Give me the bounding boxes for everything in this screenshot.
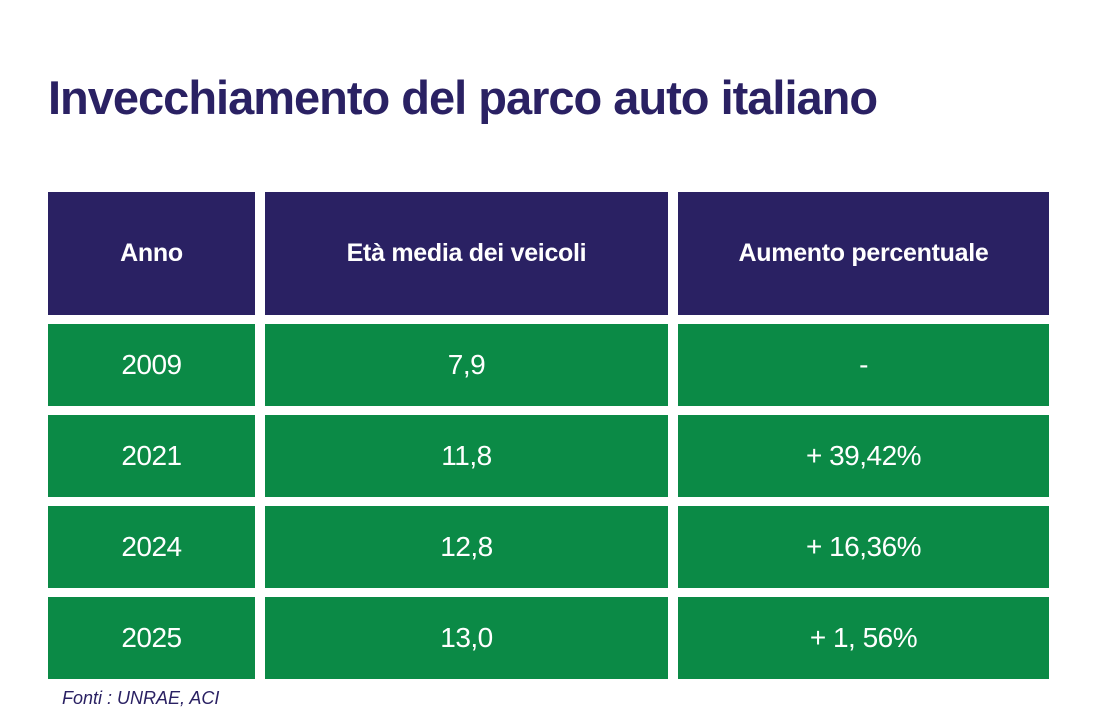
column-header-aumento-percentuale: Aumento percentuale <box>678 192 1049 315</box>
column-header-anno: Anno <box>48 192 255 315</box>
table-cell-age-2009: 7,9 <box>265 324 668 406</box>
page-title: Invecchiamento del parco auto italiano <box>48 71 878 124</box>
table-cell-age-2021: 11,8 <box>265 415 668 497</box>
table-cell-increase-2021: + 39,42% <box>678 415 1049 497</box>
table-cell-year-2024: 2024 <box>48 506 255 588</box>
table-cell-year-2009: 2009 <box>48 324 255 406</box>
sources-note: Fonti : UNRAE, ACI <box>62 688 220 708</box>
table-cell-age-2024: 12,8 <box>265 506 668 588</box>
table-cell-increase-2024: + 16,36% <box>678 506 1049 588</box>
table-cell-age-2025: 13,0 <box>265 597 668 679</box>
table-cell-increase-2009: - <box>678 324 1049 406</box>
column-header-eta-media: Età media dei veicoli <box>265 192 668 315</box>
vehicle-age-table: Anno Età media dei veicoli Aumento perce… <box>48 192 1049 679</box>
table-cell-year-2025: 2025 <box>48 597 255 679</box>
table-cell-increase-2025: + 1, 56% <box>678 597 1049 679</box>
table-cell-year-2021: 2021 <box>48 415 255 497</box>
